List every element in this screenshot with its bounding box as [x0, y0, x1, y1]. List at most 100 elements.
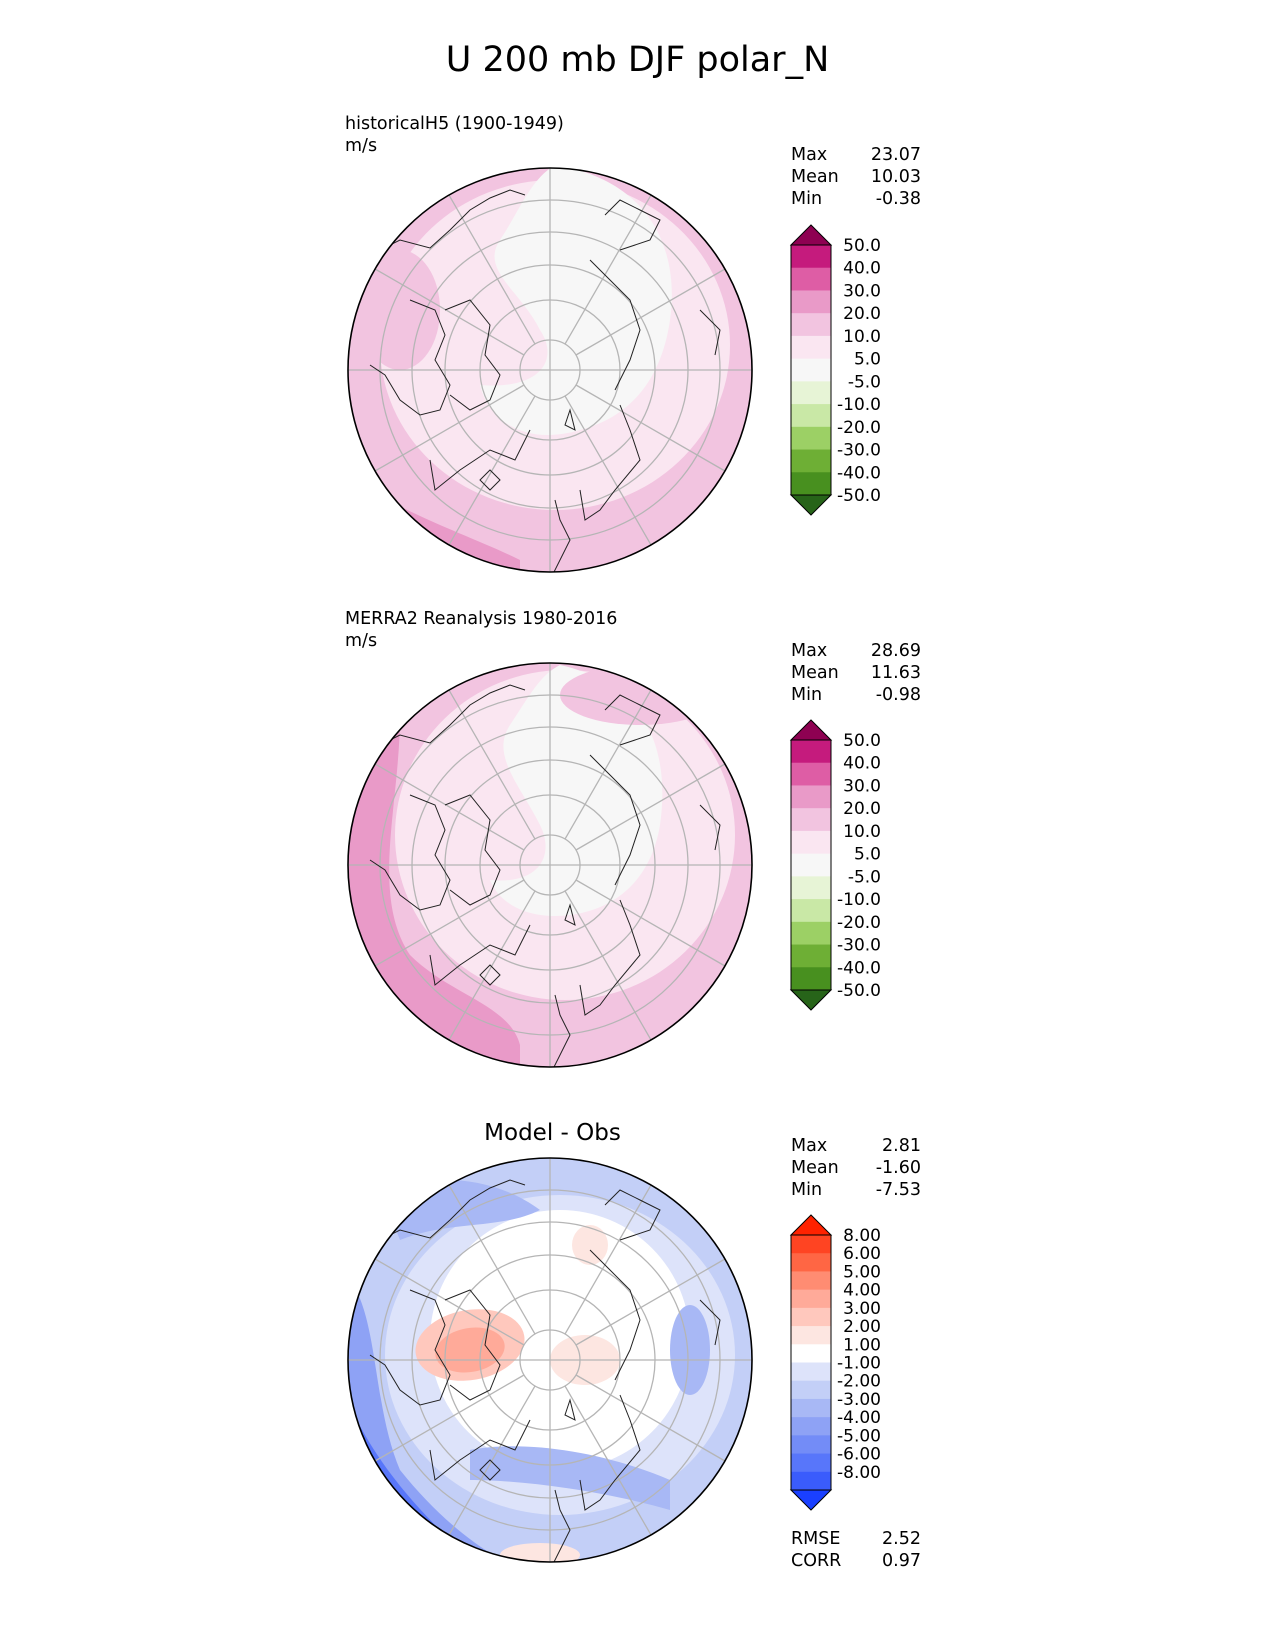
colorbar-extend-max: [789, 1214, 833, 1236]
colorbar-tick-label: 50.0: [843, 236, 881, 256]
coastline: [564, 408, 576, 431]
colorbar-tick-label: 30.0: [843, 776, 881, 796]
colorbar-swatch: [791, 1362, 831, 1382]
map-boundary: [347, 167, 753, 573]
stat-label: Mean: [791, 167, 839, 187]
colorbar-tick-label: 3.00: [843, 1299, 881, 1319]
contour-region: [430, 1210, 690, 1470]
meridian-line: [575, 1258, 726, 1346]
colorbar-tick-label: 5.0: [854, 350, 881, 370]
colorbar-swatch: [791, 267, 831, 291]
metric-label: CORR: [791, 1551, 842, 1571]
meridian-line: [564, 890, 652, 1041]
metric-label: RMSE: [791, 1529, 841, 1549]
colorbar-tick-label: -20.0: [837, 418, 881, 438]
colorbar-swatch: [791, 245, 831, 269]
coastline: [444, 1289, 501, 1401]
stat-value: -0.98: [875, 685, 921, 705]
coastline: [379, 189, 526, 251]
meridian-line: [448, 1184, 536, 1335]
polar-map-model: [347, 167, 753, 573]
colorbar-outline: [790, 739, 832, 991]
colorbar-swatch: [791, 472, 831, 496]
panel-2-stats: Max 28.69 Mean 11.63 Min -0.98: [791, 640, 921, 706]
panel-3-metrics: RMSE 2.52 CORR 0.97: [791, 1528, 921, 1572]
colorbar-tick-label: -2.00: [837, 1372, 881, 1392]
map-boundary: [347, 662, 753, 1068]
metric-value: 2.52: [882, 1529, 921, 1549]
colorbar-swatch: [791, 967, 831, 991]
field-layer: [348, 168, 752, 572]
panel-1-units: m/s: [345, 136, 378, 156]
coastline: [429, 1419, 531, 1481]
coastline: [379, 1179, 526, 1241]
colorbar-tick-label: -4.00: [837, 1408, 881, 1428]
meridian-line: [448, 689, 536, 840]
stat-label: Min: [791, 1180, 823, 1200]
colorbar-tick-label: -50.0: [837, 486, 881, 506]
colorbar-swatch: [791, 449, 831, 473]
stat-label: Max: [791, 641, 828, 661]
colorbar-extend-min: [789, 1489, 833, 1511]
meridian-line: [448, 1385, 536, 1536]
meridian-line: [564, 1184, 652, 1335]
colorbar-tick-label: -3.00: [837, 1390, 881, 1410]
polar-map-diff: [347, 1157, 753, 1563]
colorbar-tick-label: -30.0: [837, 936, 881, 956]
colorbar-tick-label: 20.0: [843, 799, 881, 819]
meridian-line: [448, 890, 536, 1041]
coastline: [604, 199, 661, 251]
colorbar-tick-label: -5.0: [848, 867, 881, 887]
stat-label: Mean: [791, 1158, 839, 1178]
coastline: [369, 1289, 451, 1406]
coastline: [549, 994, 571, 1067]
coastline: [604, 1189, 661, 1241]
map-boundary: [347, 1157, 753, 1563]
colorbar-tick-label: 5.0: [854, 845, 881, 865]
panel-1-stats: Max 23.07 Mean 10.03 Min -0.38: [791, 144, 921, 210]
coastline: [479, 469, 501, 491]
stat-label: Mean: [791, 663, 839, 683]
colorbar-tick-label: 10.0: [843, 327, 881, 347]
colorbar-swatch: [791, 1326, 831, 1345]
colorbar-swatch: [791, 1380, 831, 1400]
colorbar-swatch: [791, 1271, 831, 1291]
colorbar-tick-label: -5.00: [837, 1426, 881, 1446]
meridian-line: [564, 395, 652, 546]
coastline: [699, 309, 721, 356]
coastline: [699, 1299, 721, 1346]
colorbar-swatch: [791, 762, 831, 786]
polar-map-obs: [347, 662, 753, 1068]
colorbar-tick-label: -50.0: [837, 981, 881, 1001]
colorbar-tick-label: 20.0: [843, 304, 881, 324]
colorbar-swatch: [791, 404, 831, 428]
colorbar-tick-label: 6.00: [843, 1244, 881, 1264]
colorbar-tick-label: 10.0: [843, 822, 881, 842]
colorbar-tick-label: -20.0: [837, 913, 881, 933]
colorbar-swatch: [791, 921, 831, 946]
colorbar-swatch: [791, 808, 831, 832]
stat-label: Max: [791, 1136, 828, 1156]
coastline: [444, 794, 501, 906]
coastline: [604, 694, 661, 746]
colorbar-swatch: [791, 740, 831, 764]
meridian-line: [575, 268, 726, 356]
meridian-line: [575, 879, 726, 967]
graticule: [348, 1158, 752, 1562]
colorbar-tick-label: -10.0: [837, 395, 881, 415]
colorbar-swatch: [791, 876, 831, 900]
colorbar-tick-label: 2.00: [843, 1317, 881, 1337]
stat-value: 28.69: [870, 641, 921, 661]
coastline: [549, 1489, 571, 1562]
panel-2-title: MERRA2 Reanalysis 1980-2016: [345, 609, 618, 629]
colorbar-swatch: [791, 426, 831, 451]
colorbar-swatch: [791, 944, 831, 968]
coastline: [369, 794, 451, 911]
colorbar-tick-label: 4.00: [843, 1281, 881, 1301]
coastline: [589, 259, 641, 391]
graticule: [348, 663, 752, 1067]
colorbar-tick-label: -6.00: [837, 1445, 881, 1465]
coastline: [699, 804, 721, 851]
colorbar-outline: [790, 244, 832, 496]
coastline: [589, 754, 641, 886]
